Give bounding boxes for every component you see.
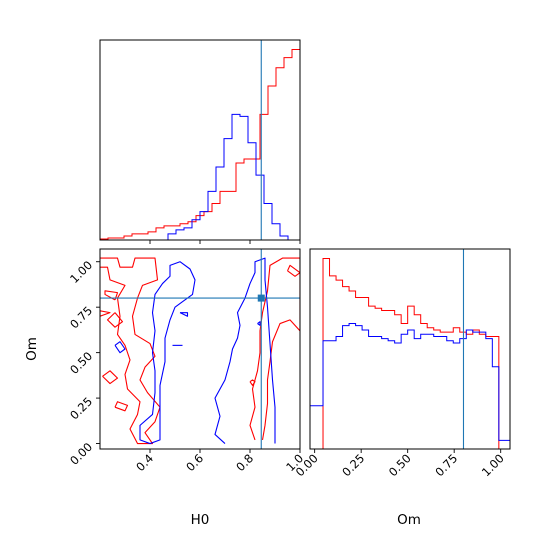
om-y-tick-label: 0.00 xyxy=(67,440,95,468)
contour-14 xyxy=(257,321,261,326)
hist-series-1 xyxy=(310,322,510,449)
h0-tick-label: 0.4 xyxy=(133,451,156,474)
truth-marker xyxy=(257,294,265,302)
contour-12 xyxy=(179,312,189,317)
contour-3 xyxy=(106,312,124,328)
h0-marginal-frame xyxy=(99,39,301,241)
om-marginal-panel xyxy=(310,249,510,449)
x-axis-label-om: Om xyxy=(397,512,421,528)
contour-4 xyxy=(102,370,119,385)
om-y-tick-label: 0.50 xyxy=(67,349,95,377)
contour-7 xyxy=(286,264,300,277)
h0-tick-label: 0.8 xyxy=(233,451,256,474)
om-y-tick-label: 0.75 xyxy=(67,303,95,331)
hist-series-1 xyxy=(167,113,296,240)
om-y-tick-label: 0.25 xyxy=(67,394,95,422)
om-marginal-frame xyxy=(309,248,511,450)
om-x-tick-label: 0.75 xyxy=(432,451,460,479)
y-axis-label-om: Om xyxy=(24,337,40,361)
h0-marginal-panel xyxy=(100,40,300,240)
contour-panel xyxy=(100,249,300,449)
hist-series-0 xyxy=(310,258,510,449)
om-x-tick-label: 0.50 xyxy=(386,451,414,479)
om-x-tick-label: 1.00 xyxy=(479,451,507,479)
contour-0 xyxy=(100,257,161,445)
contour-1 xyxy=(100,310,111,317)
x-axis-label-h0: H0 xyxy=(191,512,210,528)
contour-8 xyxy=(249,379,256,386)
axis-ticks: 0.4 0.6 0.8 1.00.000.250.500.751.000.00 0.25… xyxy=(67,240,507,479)
om-y-tick-label: 1.00 xyxy=(67,258,95,286)
contour-5 xyxy=(114,401,129,412)
contour-9 xyxy=(139,261,196,445)
contour-2 xyxy=(104,290,119,301)
om-x-tick-label: 0.25 xyxy=(339,451,367,479)
h0-tick-label: 0.6 xyxy=(183,451,206,474)
contour-11 xyxy=(114,341,126,354)
